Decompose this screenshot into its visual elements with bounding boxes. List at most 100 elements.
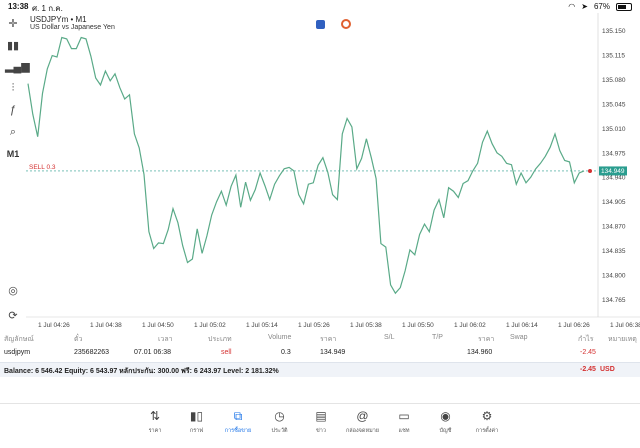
x-tick-label: 1 Jul 06:02: [454, 322, 486, 329]
column-header[interactable]: กำไร: [578, 336, 594, 343]
nav-item-label: ราคา: [148, 428, 162, 434]
chart-description: US Dollar vs Japanese Yen: [30, 24, 115, 31]
location-icon: ➤: [581, 2, 588, 11]
broker-badge-icon[interactable]: [316, 20, 325, 29]
one-click-trading-icon[interactable]: [341, 19, 351, 29]
volume-bars-icon[interactable]: ▂▄▆: [5, 61, 30, 73]
current-price-tag: [599, 166, 627, 176]
column-header[interactable]: S/L: [384, 334, 395, 341]
column-header[interactable]: สัญลักษณ์: [4, 336, 34, 343]
x-tick-label: 1 Jul 04:38: [90, 322, 122, 329]
column-header[interactable]: เวลา: [158, 336, 173, 343]
chart-type-icon[interactable]: ▮▮: [6, 40, 20, 52]
column-header[interactable]: ราคา: [320, 336, 337, 343]
battery-icon: [616, 2, 632, 11]
function-icon[interactable]: ƒ: [9, 104, 17, 116]
y-tick-label: 134.800: [602, 273, 626, 280]
y-tick-label: 135.150: [602, 28, 626, 35]
position-volume: 0.3: [281, 349, 291, 356]
position-ticket: 235682263: [74, 349, 110, 356]
status-bar: 13:38 ศ. 1 ก.ค. ◠ ➤ 67%: [0, 0, 640, 14]
trade-chart-icon: ⧉: [233, 409, 243, 423]
x-tick-label: 1 Jul 05:02: [194, 322, 226, 329]
x-tick-label: 1 Jul 05:14: [246, 322, 278, 329]
nav-item-trade-chart[interactable]: ⧉ การซื้อขาย: [221, 409, 255, 435]
position-type: sell: [221, 349, 232, 356]
x-tick-label: 1 Jul 05:26: [298, 322, 330, 329]
x-tick-label: 1 Jul 05:38: [350, 322, 382, 329]
timeframe-m1-button[interactable]: M1: [6, 149, 20, 159]
price-chart[interactable]: SELL 0.3 135.150 135.115 135.080 135.045 135…: [26, 13, 640, 331]
column-header[interactable]: T/P: [432, 334, 443, 341]
wifi-icon: ◠: [568, 2, 576, 11]
y-tick-label: 135.080: [602, 77, 626, 84]
y-tick-label: 135.010: [602, 126, 626, 133]
column-header[interactable]: ราคา: [478, 336, 495, 343]
nav-item-settings[interactable]: ⚙ การตั้งค่า: [470, 409, 504, 435]
account-icon: ◉: [440, 409, 451, 423]
column-header[interactable]: ตั๋ว: [74, 336, 83, 343]
sync-icon[interactable]: ⟳: [8, 310, 18, 322]
candles-icon: ▮▯: [189, 409, 204, 423]
nav-item-label: ข่าว: [316, 428, 326, 434]
current-price-label: 134.949: [601, 168, 625, 175]
column-header[interactable]: หมายเหตุ: [608, 336, 637, 343]
settings-icon: ⚙: [481, 409, 493, 423]
indicator-settings-icon[interactable]: ⫶: [11, 82, 15, 94]
zoom-icon[interactable]: ◎: [8, 285, 18, 297]
price-series-line: [27, 36, 585, 295]
battery-percent: 67%: [593, 2, 610, 11]
nav-item-chat[interactable]: ▭ แชท: [387, 409, 421, 435]
chart-toolbar: ✛ ▮▮ ▂▄▆ ⫶ ƒ ⌕ M1 ◎ ⟳: [0, 14, 30, 334]
position-current-price: 134.960: [467, 349, 493, 356]
nav-item-label: กล่องจดหมาย: [345, 428, 380, 434]
y-tick-label: 134.765: [602, 297, 626, 304]
y-tick-label: 134.835: [602, 248, 626, 255]
x-tick-label: 1 Jul 04:26: [38, 322, 70, 329]
column-header[interactable]: Swap: [510, 334, 528, 341]
account-currency: USD: [600, 366, 615, 373]
y-tick-label: 134.975: [602, 150, 626, 157]
status-time: 13:38: [8, 2, 29, 11]
x-tick-label: 1 Jul 06:26: [558, 322, 590, 329]
nav-item-label: การตั้งค่า: [475, 428, 499, 434]
position-open-price: 134.949: [320, 349, 346, 356]
y-tick-label: 134.940: [602, 175, 626, 182]
nav-item-history[interactable]: ◷ ประวัติ: [263, 409, 297, 435]
x-tick-label: 1 Jul 05:50: [402, 322, 434, 329]
column-header[interactable]: ประเภท: [208, 336, 232, 343]
news-icon: ▤: [315, 409, 327, 423]
last-price-point: [588, 168, 592, 173]
column-header[interactable]: Volume: [268, 334, 292, 341]
y-tick-label: 135.045: [602, 101, 626, 108]
nav-item-label: ประวัติ: [271, 428, 288, 434]
crosshair-icon[interactable]: ✛: [8, 18, 18, 30]
bottom-nav: ⇅ ราคา ▮▯ กราฟ ⧉ การซื้อขาย ◷ ประวัติ ▤ ข่าว @ กล่อ…: [0, 403, 640, 448]
total-profit: -2.45: [580, 366, 596, 373]
x-tick-label: 1 Jul 06:38: [610, 322, 640, 329]
nav-item-arrows-updown[interactable]: ⇅ ราคา: [138, 409, 172, 435]
objects-icon[interactable]: ⌕: [9, 126, 17, 138]
y-tick-label: 135.115: [602, 52, 625, 59]
chart-symbol: USDJPYm • M1: [30, 15, 87, 24]
sell-line-label: SELL 0.3: [29, 164, 56, 171]
nav-item-label: กราฟ: [189, 428, 204, 434]
status-date: ศ. 1 ก.ค.: [32, 4, 63, 13]
nav-item-mail-at[interactable]: @ กล่องจดหมาย: [346, 409, 380, 435]
x-tick-label: 1 Jul 06:14: [506, 322, 538, 329]
nav-item-news[interactable]: ▤ ข่าว: [304, 409, 338, 435]
nav-item-candles[interactable]: ▮▯ กราฟ: [180, 409, 214, 435]
history-icon: ◷: [274, 409, 285, 423]
nav-item-label: การซื้อขาย: [224, 428, 252, 434]
nav-item-label: บัญชี: [439, 428, 452, 434]
mail-at-icon: @: [356, 409, 369, 423]
y-tick-label: 134.870: [602, 224, 626, 231]
y-tick-label: 134.905: [602, 199, 626, 206]
position-time: 07.01 06:38: [134, 349, 171, 356]
table-row[interactable]: usdjpym 235682263 07.01 06:38 sell 0.3 1…: [0, 348, 640, 360]
balance-bar: Balance: 6 546.42 Equity: 6 543.97 หลักป…: [0, 362, 640, 377]
nav-item-label: แชท: [398, 428, 410, 434]
nav-item-account[interactable]: ◉ บัญชี: [429, 409, 463, 435]
x-tick-label: 1 Jul 04:50: [142, 322, 174, 329]
chat-icon: ▭: [398, 409, 410, 423]
